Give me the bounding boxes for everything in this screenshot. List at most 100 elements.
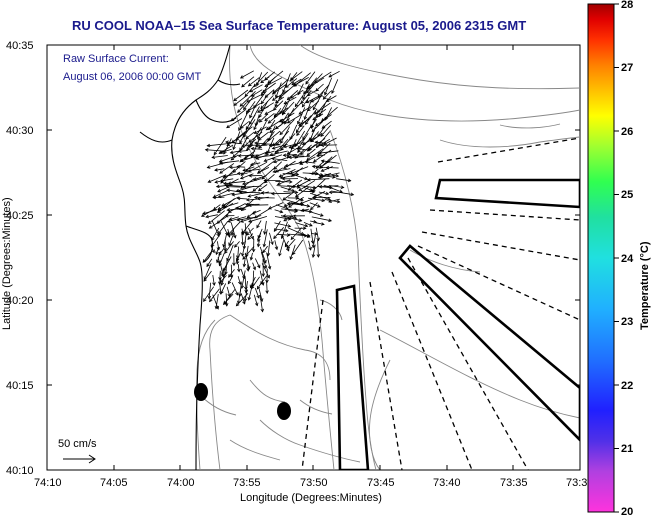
current-vector-arrow xyxy=(273,220,281,232)
current-vector-arrow xyxy=(317,125,326,137)
current-vector-arrowhead xyxy=(257,187,262,192)
current-vector-arrow xyxy=(279,119,295,135)
current-vector-arrow xyxy=(234,241,240,248)
current-vector-arrow xyxy=(249,84,263,93)
current-vector-arrow xyxy=(315,108,327,117)
current-vector-arrow xyxy=(305,71,316,85)
current-vector-arrow xyxy=(275,96,285,104)
current-vector-arrow xyxy=(237,166,246,168)
current-vector-arrowhead xyxy=(294,209,298,213)
current-vector-arrow xyxy=(312,113,324,121)
current-vector-arrowhead xyxy=(245,126,250,131)
current-vector-arrowhead xyxy=(273,228,278,233)
current-vector-arrowhead xyxy=(315,122,319,127)
current-vector-arrow xyxy=(248,77,260,87)
current-vector-arrow xyxy=(254,154,276,158)
current-vector-arrowhead xyxy=(211,155,216,159)
current-vector-arrow xyxy=(244,276,247,290)
current-vector-arrow xyxy=(254,287,260,299)
current-vector-arrowhead xyxy=(282,214,286,218)
current-vector-arrowhead xyxy=(250,235,254,240)
current-vector-arrowhead xyxy=(235,302,240,307)
current-vector-arrowhead xyxy=(241,144,245,148)
current-vector-arrow xyxy=(248,204,269,206)
current-vector-arrow xyxy=(296,148,309,151)
current-vector-arrow xyxy=(254,142,277,146)
current-vector-arrowhead xyxy=(332,175,336,179)
current-vector-arrowhead xyxy=(226,188,231,193)
current-vector-arrowhead xyxy=(213,151,217,156)
current-vector-arrow xyxy=(260,251,267,269)
current-vector-arrowhead xyxy=(230,117,235,122)
current-vector-arrowhead xyxy=(256,224,260,229)
current-vector-arrow xyxy=(244,252,250,270)
current-vector-arrowhead xyxy=(265,290,269,295)
current-vector-arrowhead xyxy=(281,120,285,124)
current-vector-arrowhead xyxy=(254,302,259,307)
current-vector-arrowhead xyxy=(237,149,242,153)
current-vector-arrow xyxy=(310,202,318,210)
current-vector-arrowhead xyxy=(260,92,265,97)
current-vector-arrowhead xyxy=(260,100,265,105)
current-vector-arrow xyxy=(226,286,231,297)
y-tick-label: 40:30 xyxy=(6,125,34,137)
current-vector-arrowhead xyxy=(234,244,238,248)
current-vector-arrowhead xyxy=(247,296,251,301)
plot-frame xyxy=(46,44,581,471)
current-vector-arrowhead xyxy=(219,170,223,174)
colorbar-tick: 25 xyxy=(621,189,633,201)
current-vector-arrowhead xyxy=(225,140,229,145)
current-vector-arrowhead xyxy=(248,173,252,178)
current-vector-arrow xyxy=(259,113,269,123)
colorbar-tick: 28 xyxy=(621,0,633,11)
current-vector-arrow xyxy=(209,288,220,302)
buoy-marker[interactable] xyxy=(194,383,208,401)
current-vector-arrow xyxy=(289,124,298,140)
y-tick-label: 40:10 xyxy=(6,465,34,477)
current-vector-arrowhead xyxy=(316,109,321,114)
current-vector-arrow xyxy=(273,161,282,170)
current-vector-arrowhead xyxy=(246,99,250,103)
buoy-marker[interactable] xyxy=(277,402,291,420)
current-vector-arrowhead xyxy=(340,185,345,189)
current-vector-arrow xyxy=(242,178,262,185)
current-vector-arrowhead xyxy=(316,254,321,258)
current-vector-arrow xyxy=(256,72,263,86)
current-vector-arrow xyxy=(312,165,326,168)
current-vector-arrowhead xyxy=(246,268,250,272)
current-vector-arrow xyxy=(235,207,247,210)
current-vector-arrow xyxy=(266,118,284,131)
current-vector-arrowhead xyxy=(266,252,271,257)
current-vector-arrowhead xyxy=(253,126,257,131)
current-vector-arrow xyxy=(208,210,225,224)
current-vector-arrowhead xyxy=(306,152,311,157)
current-vector-arrow xyxy=(254,258,261,268)
current-vector-arrow xyxy=(233,95,248,106)
current-vector-arrowhead xyxy=(270,241,274,246)
current-vector-arrow xyxy=(231,227,235,236)
current-vector-arrow xyxy=(282,191,295,201)
current-vector-arrowhead xyxy=(231,192,236,197)
scale-arrow xyxy=(63,454,96,464)
current-vector-arrowhead xyxy=(216,209,221,213)
current-vector-arrow xyxy=(223,293,234,305)
current-vector-arrowhead xyxy=(328,199,332,203)
current-vector-arrow xyxy=(272,89,289,101)
current-vector-arrowhead xyxy=(325,165,330,170)
current-vector-arrow xyxy=(315,141,326,144)
current-vector-arrow xyxy=(307,178,330,181)
x-axis-label: Longitude (Degrees:Minutes) xyxy=(240,492,382,504)
current-vector-arrow xyxy=(219,252,225,266)
current-vector-arrowhead xyxy=(246,231,250,236)
current-vector-arrowhead xyxy=(226,207,231,212)
current-vector-arrow xyxy=(219,160,240,164)
current-vector-arrow xyxy=(269,124,282,133)
current-vector-arrow xyxy=(249,107,255,118)
current-vector-arrowhead xyxy=(226,124,230,129)
current-vector-arrow xyxy=(253,71,269,87)
current-vector-arrow xyxy=(306,148,324,161)
current-vector-arrow xyxy=(239,126,249,144)
current-vector-arrowhead xyxy=(293,215,298,220)
current-vector-arrow xyxy=(268,112,281,124)
current-vector-arrow xyxy=(205,214,218,218)
